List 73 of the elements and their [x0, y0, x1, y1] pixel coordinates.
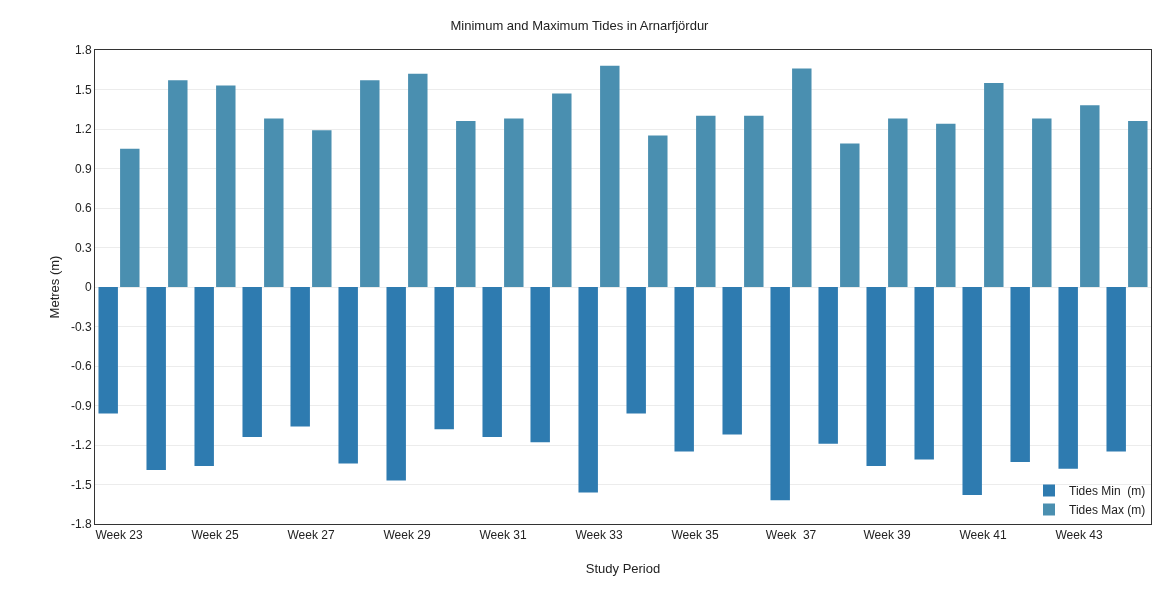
bar [290, 287, 310, 427]
y-tick-label: -0.9 [70, 398, 92, 413]
bar [552, 93, 572, 287]
x-tick-label: Week 23 [95, 528, 143, 543]
y-axis-title: Metres (m) [47, 255, 62, 319]
bar [264, 118, 284, 287]
x-tick-label: Week 41 [959, 528, 1007, 543]
bar [456, 121, 476, 287]
bar [434, 287, 454, 430]
bar [962, 287, 982, 496]
y-tick-label: -0.3 [70, 319, 92, 334]
y-tick-label: 1.5 [74, 82, 92, 97]
bar [1128, 121, 1148, 287]
bar [194, 287, 214, 467]
bar [120, 148, 140, 287]
bar [578, 287, 598, 493]
bar [866, 287, 886, 467]
bar [722, 287, 742, 435]
bar [98, 287, 118, 414]
x-tick-label: Week 31 [479, 528, 527, 543]
bar [1080, 105, 1100, 287]
bar [626, 287, 646, 414]
bar [216, 85, 236, 287]
bar [648, 135, 668, 287]
bar [744, 115, 764, 287]
chart-title: Minimum and Maximum Tides in Arnarfjördur [450, 17, 710, 33]
x-tick-label: Week 43 [1055, 528, 1103, 543]
x-tick-label: Week 25 [191, 528, 239, 543]
bar [312, 130, 332, 287]
bar [1106, 287, 1126, 452]
bar [1032, 118, 1052, 287]
y-tick-label: 1.8 [74, 43, 92, 58]
x-tick-label: Week 35 [671, 528, 719, 543]
bar [386, 287, 406, 481]
y-tick-label: 1.2 [74, 122, 92, 137]
bar [600, 65, 620, 287]
bar [338, 287, 358, 464]
y-tick-label: -1.8 [70, 517, 92, 532]
bar [936, 123, 956, 287]
x-axis-title: Study Period [585, 561, 661, 576]
bar [770, 287, 790, 501]
x-tick-label: Week 39 [863, 528, 911, 543]
bar [1058, 287, 1078, 469]
y-tick-label: -0.6 [70, 359, 92, 374]
x-tick-label: Week 29 [383, 528, 431, 543]
bar [504, 118, 524, 287]
bar [888, 118, 908, 287]
bar [242, 287, 262, 438]
y-tick-label: 0.6 [74, 201, 92, 216]
bar [1010, 287, 1030, 463]
y-tick-label: 0.3 [74, 240, 92, 255]
bar [360, 80, 380, 287]
legend-label: Tides Min (m) [1069, 484, 1146, 499]
x-tick-label: Week 37 [765, 528, 817, 543]
y-tick-label: -1.2 [70, 438, 92, 453]
x-tick-label: Week 27 [287, 528, 335, 543]
x-tick-label: Week 33 [575, 528, 623, 543]
bar [146, 287, 166, 471]
bar [914, 287, 934, 460]
bar [168, 80, 188, 287]
y-tick-label: -1.5 [70, 477, 92, 492]
y-tick-label: 0.9 [74, 161, 92, 176]
bar [530, 287, 550, 443]
bar [482, 287, 502, 438]
bar [818, 287, 838, 444]
y-tick-label: 0 [84, 280, 92, 295]
bar [984, 82, 1004, 287]
bar [792, 68, 812, 287]
bar [408, 73, 428, 287]
bar [840, 143, 860, 287]
bar [674, 287, 694, 452]
legend-label: Tides Max (m) [1069, 503, 1146, 518]
bar [696, 115, 716, 287]
